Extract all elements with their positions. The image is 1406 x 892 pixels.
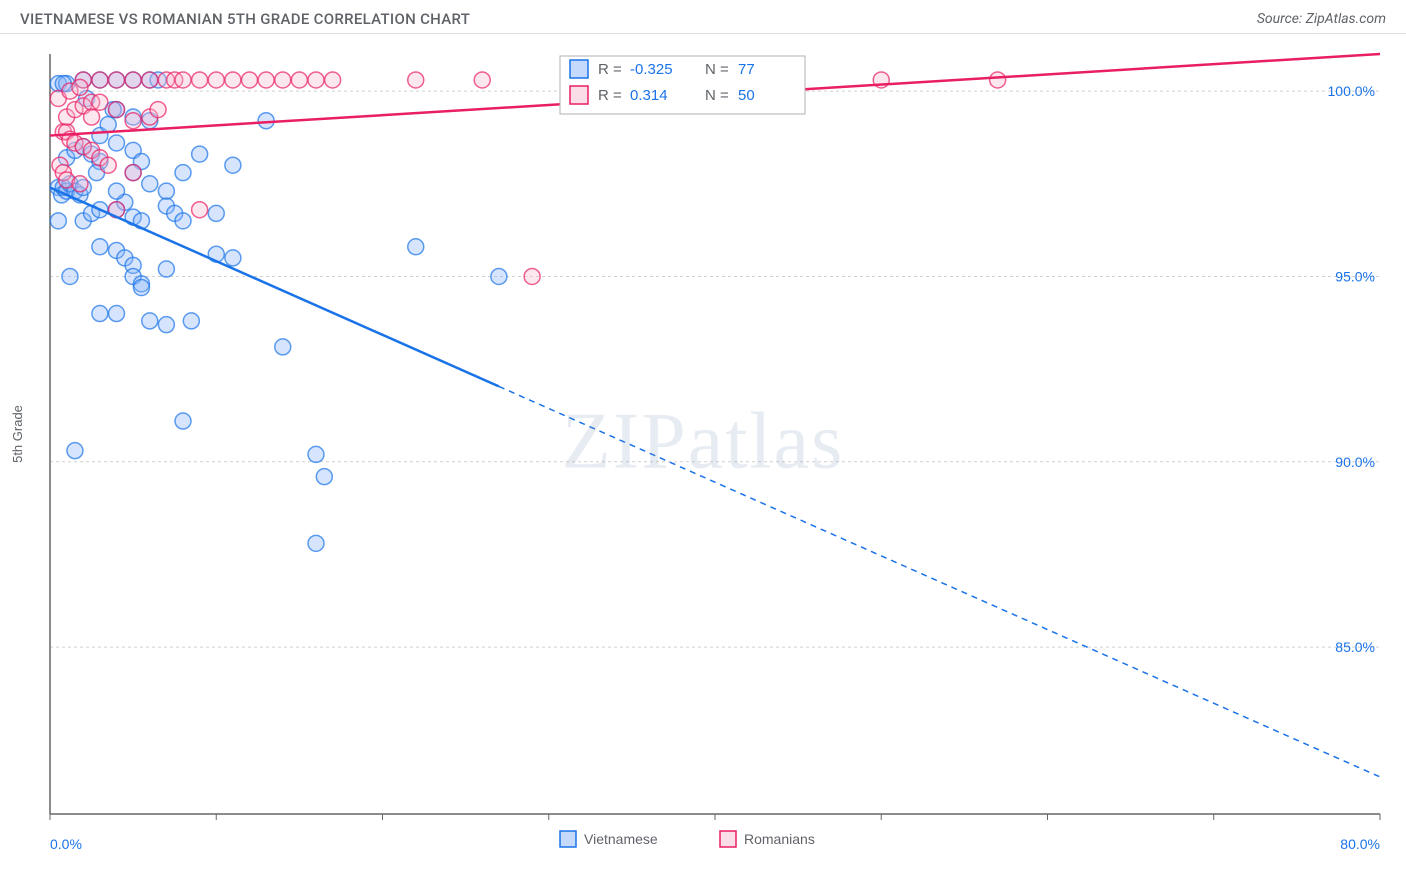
chart-svg: 85.0% 90.0% 95.0% 100.0% 0.0% 80.0% 5th Grade R… (0, 34, 1406, 884)
svg-text:85.0%: 85.0% (1335, 639, 1375, 655)
svg-text:50: 50 (738, 87, 755, 104)
svg-text:N =: N = (705, 87, 729, 104)
svg-text:95.0%: 95.0% (1335, 268, 1375, 284)
svg-text:R =: R = (598, 87, 622, 104)
chart-title: VIETNAMESE VS ROMANIAN 5TH GRADE CORRELA… (20, 10, 470, 28)
svg-text:N =: N = (705, 61, 729, 78)
chart-source: Source: ZipAtlas.com (1257, 11, 1386, 27)
svg-text:100.0%: 100.0% (1328, 83, 1375, 99)
chart-container: VIETNAMESE VS ROMANIAN 5TH GRADE CORRELA… (0, 0, 1406, 892)
svg-text:90.0%: 90.0% (1335, 454, 1375, 470)
svg-text:0.314: 0.314 (630, 87, 668, 104)
svg-text:R =: R = (598, 61, 622, 78)
svg-text:77: 77 (738, 61, 755, 78)
svg-text:-0.325: -0.325 (630, 61, 673, 78)
svg-text:5th Grade: 5th Grade (10, 405, 25, 463)
svg-text:Romanians: Romanians (744, 831, 815, 847)
svg-text:80.0%: 80.0% (1340, 836, 1380, 852)
chart-header: VIETNAMESE VS ROMANIAN 5TH GRADE CORRELA… (0, 0, 1406, 34)
chart-plot-area: 85.0% 90.0% 95.0% 100.0% 0.0% 80.0% 5th Grade R… (0, 34, 1406, 884)
svg-text:0.0%: 0.0% (50, 836, 82, 852)
svg-text:Vietnamese: Vietnamese (584, 831, 658, 847)
